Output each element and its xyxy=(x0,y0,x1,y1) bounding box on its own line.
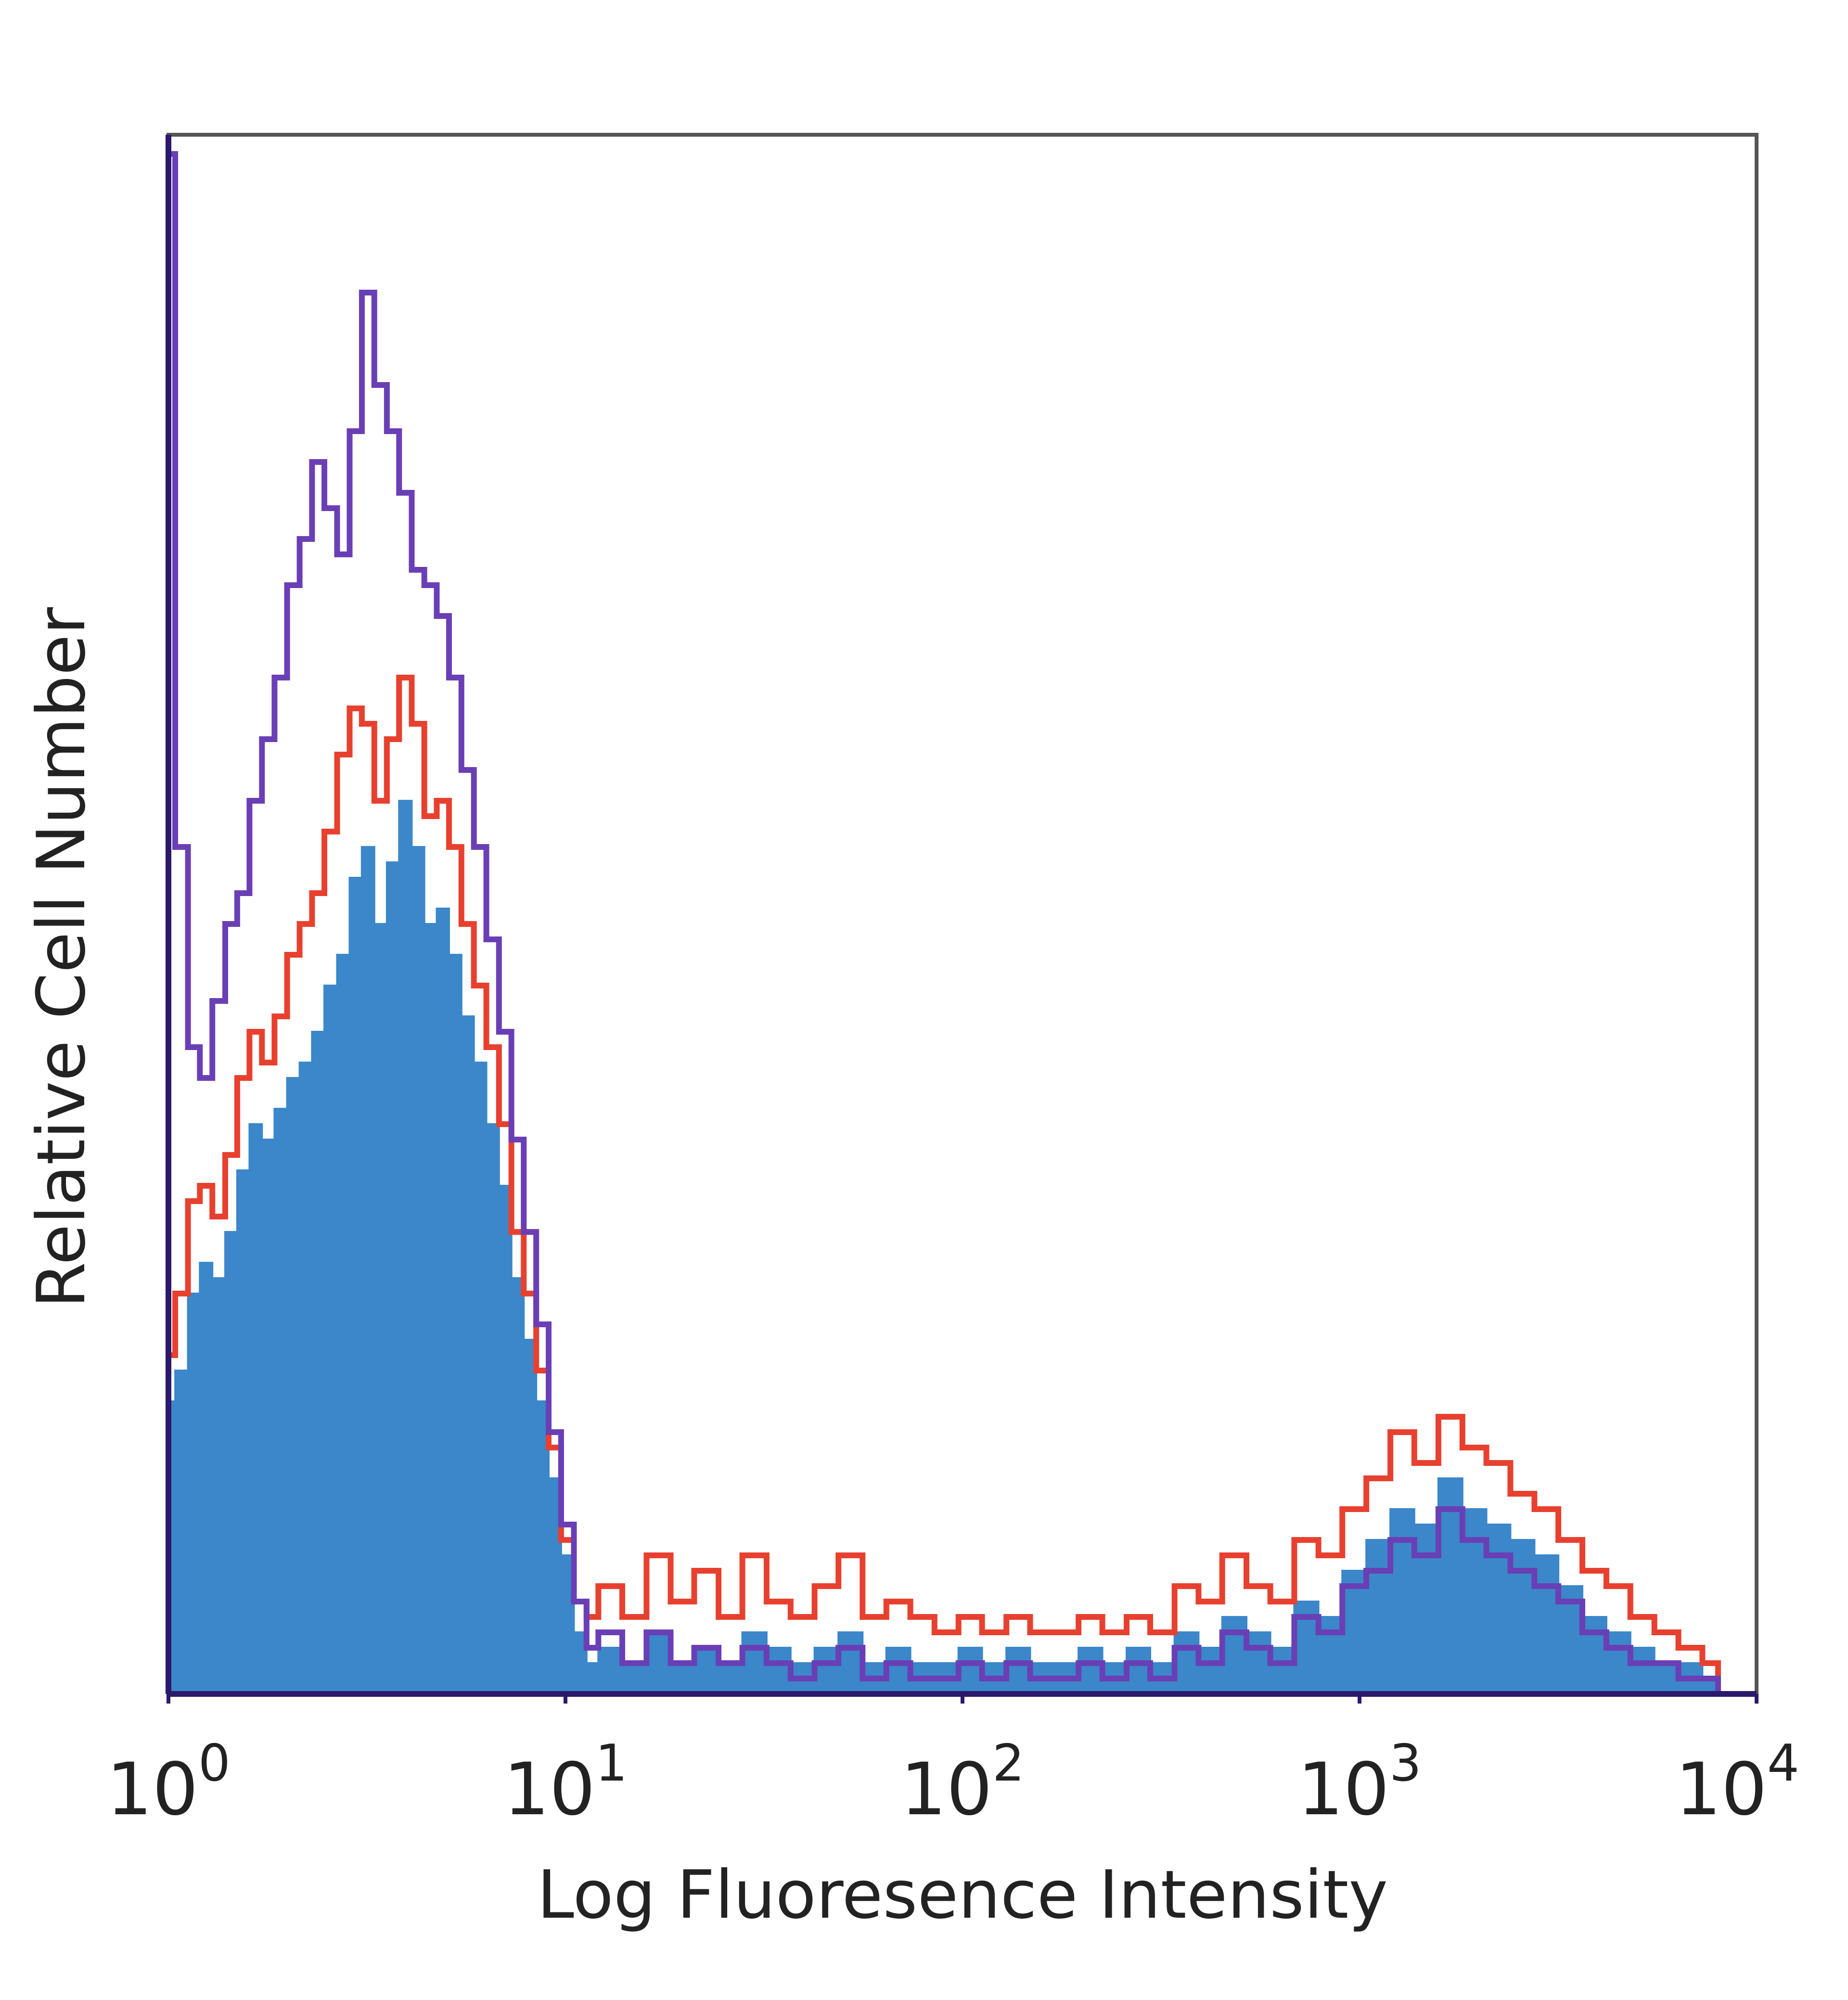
x-tick-label: 101 xyxy=(503,1734,628,1832)
x-tick-label: 104 xyxy=(1675,1734,1799,1832)
x-axis-title: Log Fluoresence Intensity xyxy=(537,1856,1388,1934)
x-tick-labels: 100 101 102 103 104 xyxy=(106,1694,1799,1832)
histogram-series-3 xyxy=(166,151,1728,1697)
x-tick-label: 100 xyxy=(106,1734,231,1832)
x-tick-label: 103 xyxy=(1297,1734,1422,1832)
plot-layer xyxy=(166,151,1728,1697)
y-axis-title: Relative Cell Number xyxy=(23,607,100,1308)
histogram-series-2 xyxy=(166,675,1728,1697)
histogram-series-1 xyxy=(167,800,1728,1695)
x-tick-label: 102 xyxy=(900,1734,1025,1832)
